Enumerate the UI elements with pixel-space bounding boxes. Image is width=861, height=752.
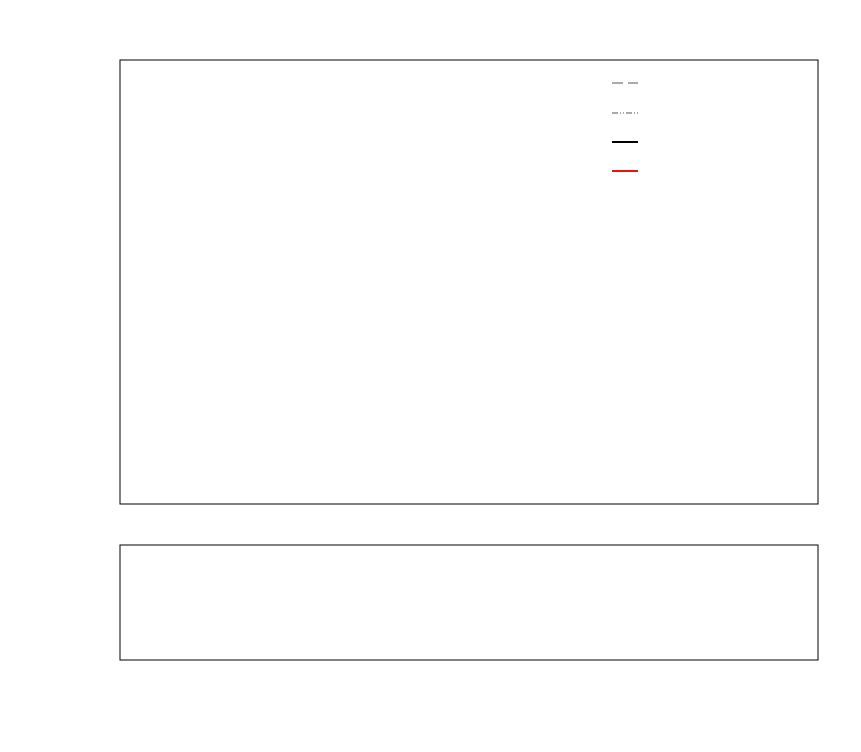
distribution-panel [119,59,819,505]
top-frame [119,59,819,505]
bottom-frame [119,544,819,661]
ratio-panel [119,544,819,661]
legend [612,82,638,172]
